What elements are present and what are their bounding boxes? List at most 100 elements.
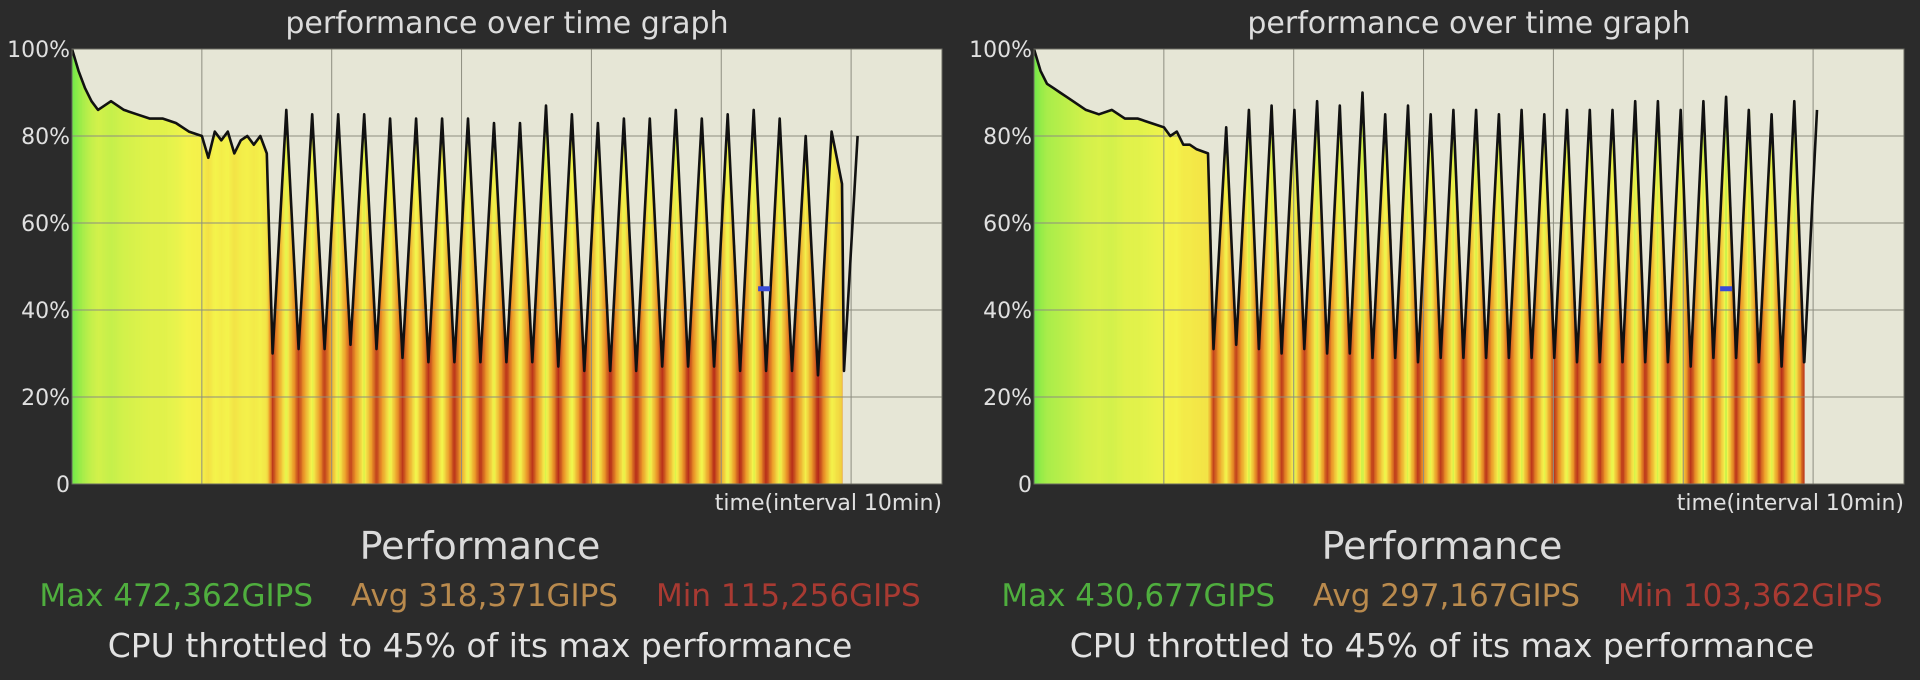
fill-slice [1436, 280, 1439, 484]
fill-slice [1635, 123, 1638, 484]
fill-slice [1766, 193, 1769, 484]
fill-slice [133, 113, 136, 484]
fill-slice [1589, 124, 1592, 484]
fill-slice [1728, 169, 1731, 484]
fill-slice [680, 222, 683, 484]
fill-slice [1792, 124, 1795, 484]
fill-slice [1343, 226, 1346, 484]
fill-slice [773, 223, 776, 485]
fill-slice [600, 189, 603, 484]
fill-slice [1316, 112, 1319, 484]
fill-slice [1415, 313, 1418, 484]
fill-slice [184, 129, 187, 484]
fill-slice [1671, 286, 1674, 484]
fill-slice [170, 121, 173, 484]
fill-slice [1469, 222, 1472, 484]
fill-slice [1499, 150, 1502, 484]
fill-slice [1269, 129, 1272, 484]
fill-slice [1451, 141, 1454, 484]
fill-slice [1193, 147, 1197, 484]
fill-slice [1242, 214, 1245, 484]
fill-slice [361, 139, 364, 484]
fill-slice [1761, 305, 1764, 484]
fill-slice [146, 117, 149, 484]
fill-slice [591, 218, 594, 484]
fill-slice [1221, 203, 1224, 484]
fill-slice [304, 229, 307, 484]
fill-slice [124, 110, 127, 484]
fill-slice [623, 122, 626, 485]
fill-slice [527, 285, 530, 484]
fill-slice [1545, 156, 1548, 484]
fill-slice [707, 250, 710, 484]
fill-slice [1455, 175, 1458, 484]
fill-slice [1718, 244, 1721, 484]
fill-slice [201, 138, 205, 484]
fill-slice [1532, 326, 1535, 484]
fill-slice [790, 353, 793, 484]
fill-slice [1536, 244, 1539, 484]
fill-slice [1533, 299, 1536, 484]
fill-slice [1286, 240, 1289, 484]
fill-slice [166, 119, 169, 485]
fill-slice [733, 245, 736, 484]
fill-slice [699, 155, 702, 484]
x-axis-label: time(interval 10min) [715, 491, 942, 516]
fill-slice [1331, 261, 1334, 484]
fill-slice [586, 322, 589, 484]
fill-slice [430, 312, 433, 484]
fill-slice [1348, 332, 1351, 484]
fill-slice [254, 142, 257, 484]
fill-slice [786, 265, 789, 484]
fill-slice [1173, 133, 1177, 484]
fill-slice [1561, 212, 1564, 484]
fill-slice [296, 317, 299, 484]
fill-slice [1215, 302, 1218, 484]
fill-slice [757, 207, 760, 484]
fill-slice [1661, 201, 1664, 484]
performance-chart: 0 20% 40% 60% 80% 100% time(interval 10min) [969, 38, 1905, 516]
fill-slice [1781, 362, 1784, 484]
fill-slice [290, 206, 293, 485]
fill-slice [1798, 224, 1801, 485]
fill-slice [1582, 239, 1585, 484]
fill-slice [1099, 113, 1102, 484]
fill-slice [73, 56, 76, 485]
fill-slice [529, 313, 532, 484]
fill-slice [686, 340, 689, 484]
fill-slice [1703, 132, 1706, 484]
fill-slice [130, 112, 133, 484]
fill-slice [479, 350, 482, 484]
fill-slice [1101, 113, 1104, 485]
fill-slice [1655, 139, 1658, 484]
fill-slice [271, 352, 274, 484]
fill-slice [79, 74, 82, 485]
fill-slice [1192, 147, 1195, 484]
fill-slice [729, 156, 732, 484]
fill-slice [417, 163, 420, 484]
fill-slice [456, 316, 459, 484]
fill-slice [1462, 353, 1465, 484]
fill-slice [603, 246, 606, 484]
fill-slice [1796, 186, 1799, 484]
fill-slice [1152, 123, 1155, 484]
fill-slice [1325, 328, 1328, 484]
fill-slice [670, 196, 673, 484]
fill-slice [1036, 60, 1039, 485]
fill-slice [1519, 133, 1522, 484]
fill-slice [1382, 152, 1385, 484]
fill-slice [827, 190, 830, 484]
performance-line [1032, 48, 1819, 368]
fill-slice [563, 259, 566, 484]
fill-slice [230, 143, 233, 485]
fill-slice [100, 107, 103, 484]
fill-slice [551, 247, 554, 484]
performance-stats: Max 430,677GIPS Avg 297,167GIPS Min 103,… [962, 578, 1920, 614]
fill-slice [1509, 328, 1512, 484]
fill-slice [1425, 204, 1428, 485]
fill-slice [434, 235, 437, 484]
fill-slice [367, 194, 370, 484]
fill-slice [1598, 340, 1601, 484]
fill-slice [1103, 112, 1107, 485]
fill-slice [1475, 111, 1478, 485]
